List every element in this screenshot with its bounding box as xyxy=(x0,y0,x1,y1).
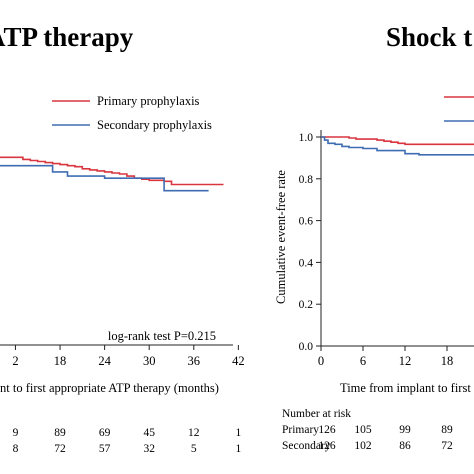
right-risk-row-label-secondary: Secondary xyxy=(282,440,331,452)
right-risk-primary-3: 89 xyxy=(441,424,453,436)
legend-label-secondary: Secondary prophylaxis xyxy=(97,118,212,132)
left-risk-secondary-0: 8 xyxy=(13,443,19,455)
right-x-tick-label-3: 18 xyxy=(441,354,454,368)
left-risk-primary-1: 89 xyxy=(54,427,66,439)
right-series-line-1 xyxy=(321,136,474,146)
right-y-tick-label-4: 0.8 xyxy=(299,174,314,186)
left-risk-primary-3: 45 xyxy=(143,427,155,439)
left-risk-primary-4: 12 xyxy=(188,427,200,439)
left-risk-secondary-5: 1 xyxy=(235,443,241,455)
right-y-tick-label-1: 0.2 xyxy=(299,299,314,311)
right-x-tick-label-0: 0 xyxy=(318,354,324,368)
left-x-tick-label-0: 2 xyxy=(12,354,18,368)
right-y-ticks: 0.0 0.2 0.4 0.6 0.8 1.0 xyxy=(299,132,321,353)
left-x-tick-label-5: 42 xyxy=(232,354,245,368)
left-x-tick-label-3: 30 xyxy=(143,354,156,368)
left-risk-table: 9 89 69 45 12 1 8 72 57 32 5 1 xyxy=(13,427,242,455)
left-curves xyxy=(0,156,224,192)
right-risk-secondary-1: 102 xyxy=(354,440,372,452)
right-risk-secondary-0: 126 xyxy=(318,440,336,452)
right-x-tick-label-2: 12 xyxy=(399,354,412,368)
left-series-line-secondary xyxy=(0,164,209,192)
right-series-line-2 xyxy=(321,136,474,156)
right-y-label: Cumulative event-free rate xyxy=(274,170,288,304)
right-x-ticks: 0 6 12 18 xyxy=(318,346,453,368)
left-panel: ATP therapy Primary prophylaxis Secondar… xyxy=(0,22,245,455)
left-risk-secondary-2: 57 xyxy=(99,443,111,455)
left-risk-primary-2: 69 xyxy=(99,427,111,439)
right-risk-title: Number at risk xyxy=(282,408,351,420)
right-x-tick-label-1: 6 xyxy=(360,354,366,368)
left-x-tick-label-1: 18 xyxy=(54,354,67,368)
left-x-tick-label-4: 36 xyxy=(188,354,201,368)
right-risk-row-label-primary: Primary xyxy=(282,424,319,436)
right-title: Shock t xyxy=(386,22,472,52)
right-x-label: Time from implant to first xyxy=(340,381,471,395)
left-x-tick-label-2: 24 xyxy=(98,354,111,368)
right-y-tick-label-5: 1.0 xyxy=(299,132,314,144)
left-logrank-annotation: log-rank test P=0.215 xyxy=(108,329,216,343)
right-risk-primary-1: 105 xyxy=(354,424,372,436)
left-risk-primary-5: 1 xyxy=(235,427,241,439)
right-y-tick-label-3: 0.6 xyxy=(299,216,314,228)
right-risk-primary-2: 99 xyxy=(399,424,411,436)
right-risk-secondary-3: 72 xyxy=(441,440,453,452)
right-y-tick-label-0: 0.0 xyxy=(299,341,314,353)
legend-label-primary: Primary prophylaxis xyxy=(97,94,200,108)
right-risk-secondary-2: 86 xyxy=(399,440,411,452)
left-risk-primary-0: 9 xyxy=(13,427,19,439)
right-risk-primary-0: 126 xyxy=(318,424,336,436)
left-x-ticks: 2 18 24 30 36 42 xyxy=(12,345,245,368)
left-series-line-primary xyxy=(0,156,224,186)
left-x-label: nt to first appropriate ATP therapy (mon… xyxy=(0,381,219,395)
left-risk-secondary-4: 5 xyxy=(191,443,197,455)
right-panel: Shock t 0.0 0.2 0.4 0.6 0.8 1.0 0 6 12 18 Cumula… xyxy=(274,22,474,452)
left-risk-secondary-3: 32 xyxy=(143,443,155,455)
right-curves xyxy=(321,136,474,156)
right-y-tick-label-2: 0.4 xyxy=(299,257,314,269)
left-risk-secondary-1: 72 xyxy=(54,443,66,455)
left-title: ATP therapy xyxy=(0,22,134,52)
